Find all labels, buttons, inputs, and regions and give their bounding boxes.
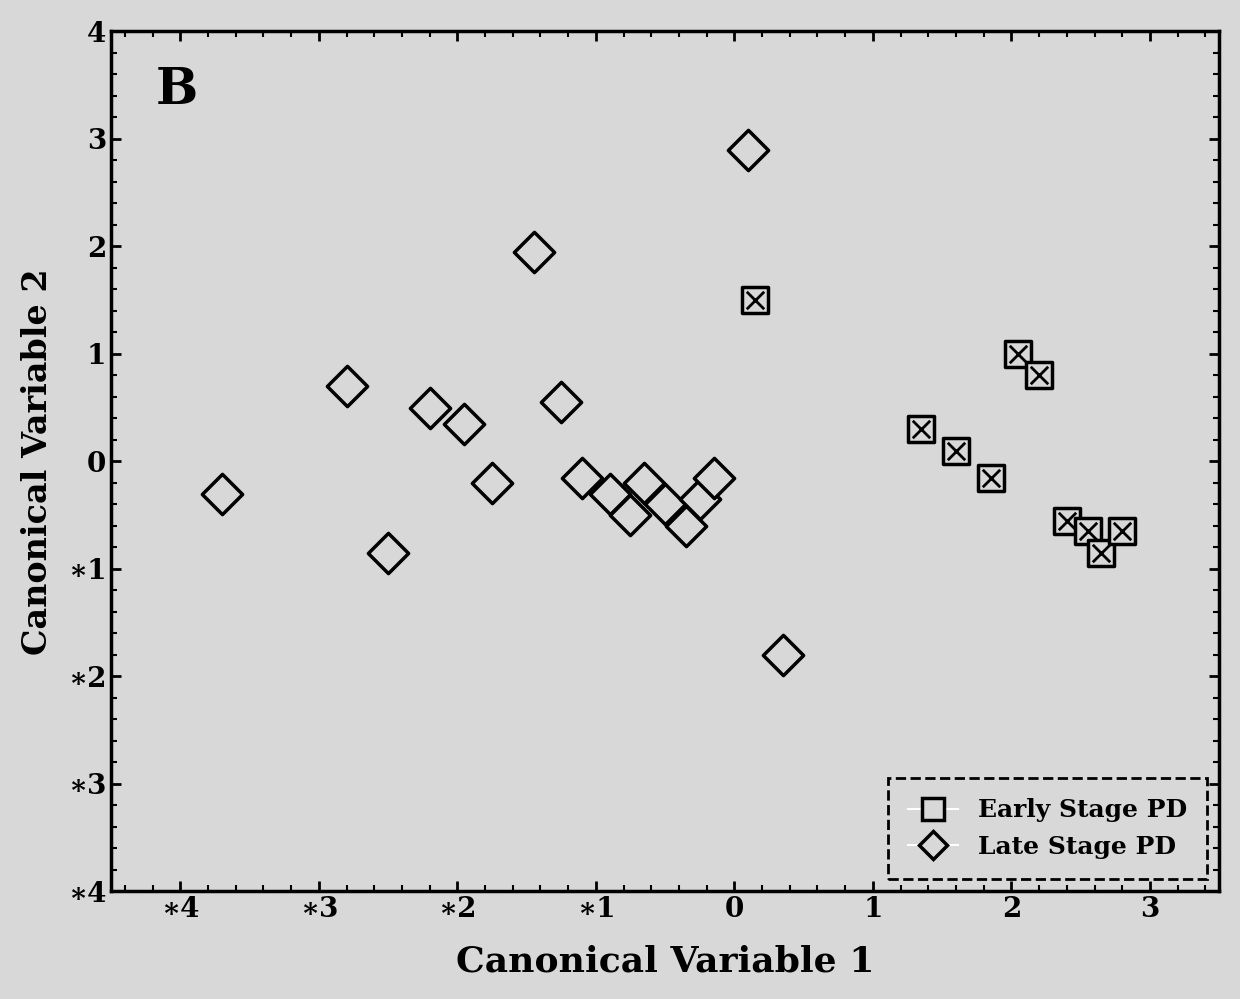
- Text: B: B: [155, 66, 197, 115]
- Point: [635, 475, 655, 491]
- Point: [946, 443, 966, 459]
- Point: [703, 470, 723, 486]
- Point: [981, 470, 1001, 486]
- Point: [773, 647, 792, 663]
- Point: [911, 422, 931, 438]
- Point: [689, 492, 709, 507]
- Point: [1112, 523, 1132, 539]
- X-axis label: Canonical Variable 1: Canonical Variable 1: [456, 944, 874, 978]
- Point: [1029, 368, 1049, 384]
- Point: [336, 379, 356, 395]
- Point: [454, 416, 474, 432]
- Point: [745, 292, 765, 308]
- Point: [378, 544, 398, 560]
- Point: [745, 292, 765, 308]
- Point: [1091, 544, 1111, 560]
- Point: [620, 507, 640, 523]
- Point: [523, 244, 543, 260]
- Point: [1008, 346, 1028, 362]
- Point: [911, 422, 931, 438]
- Point: [419, 400, 439, 416]
- Legend: Early Stage PD, Late Stage PD: Early Stage PD, Late Stage PD: [888, 778, 1207, 879]
- Point: [1078, 523, 1097, 539]
- Point: [1008, 346, 1028, 362]
- Point: [738, 142, 758, 158]
- Y-axis label: Canonical Variable 2: Canonical Variable 2: [21, 268, 53, 654]
- Point: [1056, 512, 1076, 528]
- Point: [981, 470, 1001, 486]
- Point: [482, 475, 502, 491]
- Point: [552, 395, 572, 411]
- Point: [1078, 523, 1097, 539]
- Point: [655, 497, 675, 512]
- Point: [676, 517, 696, 533]
- Point: [212, 486, 232, 501]
- Point: [1091, 544, 1111, 560]
- Point: [572, 470, 591, 486]
- Point: [1029, 368, 1049, 384]
- Point: [600, 486, 620, 501]
- Point: [946, 443, 966, 459]
- Point: [1112, 523, 1132, 539]
- Point: [1056, 512, 1076, 528]
